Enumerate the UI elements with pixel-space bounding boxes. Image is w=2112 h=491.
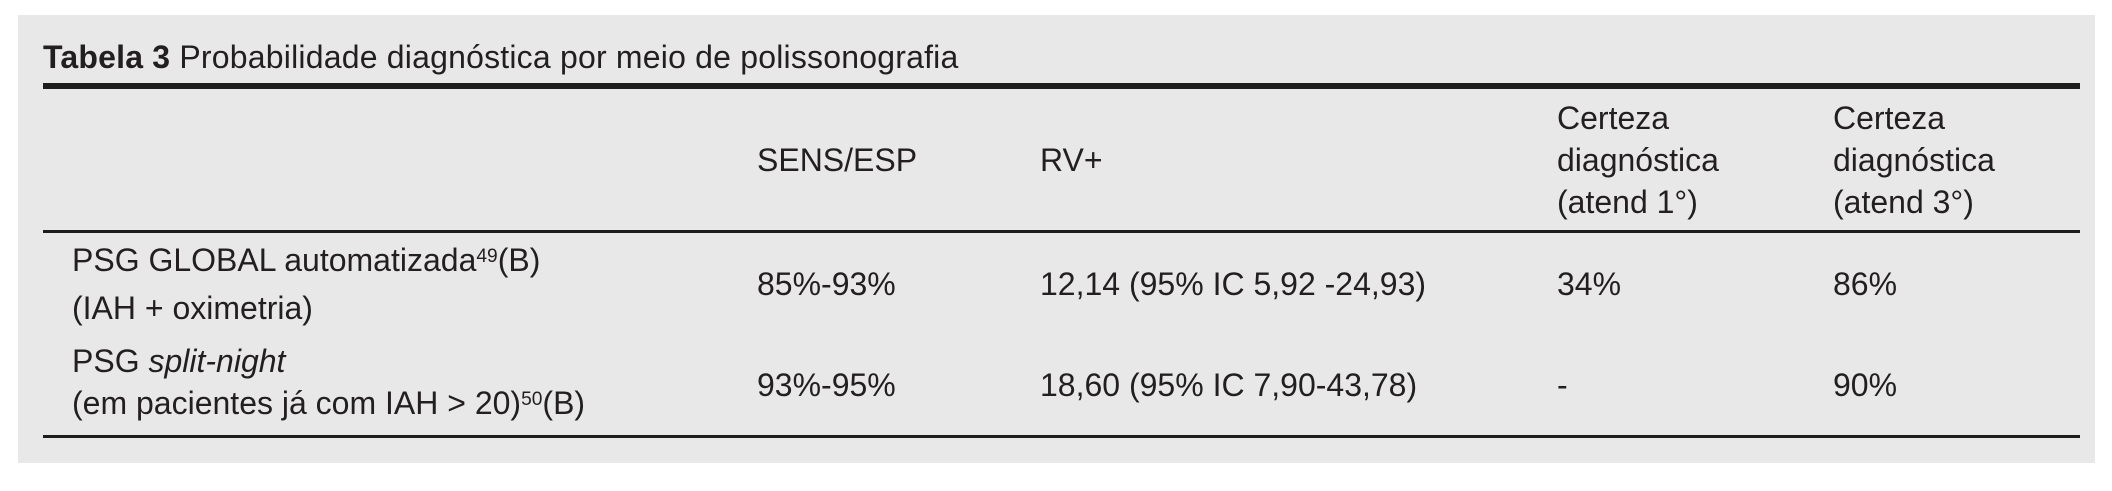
cell-certeza-atend-3: 90%	[1833, 367, 1898, 403]
table-header-row: SENS/ESP RV+ Certeza diagnóstica (atend …	[43, 89, 2080, 230]
rule-bottom	[43, 435, 2080, 438]
reference-superscript: 50	[521, 388, 543, 410]
method-detail: (em pacientes já com IAH > 20)	[72, 385, 522, 421]
method-name: PSG GLOBAL automatizada	[72, 242, 477, 278]
method-line-1: PSG GLOBAL automatizada49(B)	[72, 239, 757, 287]
method-line-1: PSG split-night	[72, 340, 757, 382]
cell-rv-plus: 12,14 (95% IC 5,92 -24,93)	[1040, 266, 1427, 302]
table-caption: Tabela 3 Probabilidade diagnóstica por m…	[43, 15, 2080, 83]
method-name-italic: split-night	[148, 343, 286, 379]
table-row: PSG GLOBAL automatizada49(B) (IAH + oxim…	[43, 233, 2080, 335]
evidence-grade: (B)	[542, 385, 586, 421]
column-header-certeza-atend-3: Certeza diagnóstica (atend 3°)	[1833, 99, 1995, 220]
column-header-sens-esp: SENS/ESP	[757, 141, 918, 178]
rule-top	[43, 83, 2080, 89]
reference-superscript: 49	[476, 245, 498, 267]
table-content: Tabela 3 Probabilidade diagnóstica por m…	[43, 15, 2080, 463]
cell-certeza-atend-1: 34%	[1557, 266, 1622, 302]
cell-sens-esp: 93%-95%	[757, 367, 896, 403]
column-header-rv-plus: RV+	[1040, 141, 1103, 178]
cell-certeza-atend-1: -	[1557, 367, 1568, 403]
cell-method: PSG GLOBAL automatizada49(B) (IAH + oxim…	[43, 239, 757, 329]
cell-method: PSG split-night (em pacientes já com IAH…	[43, 340, 757, 430]
cell-rv-plus: 18,60 (95% IC 7,90-43,78)	[1040, 367, 1418, 403]
method-line-2: (IAH + oximetria)	[72, 290, 313, 326]
table-row: PSG split-night (em pacientes já com IAH…	[43, 335, 2080, 435]
table-number-label: Tabela 3	[43, 39, 171, 75]
evidence-grade: (B)	[497, 242, 541, 278]
rule-header-bottom	[43, 230, 2080, 233]
column-header-certeza-atend-1: Certeza diagnóstica (atend 1°)	[1557, 99, 1719, 220]
table-caption-text: Probabilidade diagnóstica por meio de po…	[179, 39, 959, 75]
table-panel: Tabela 3 Probabilidade diagnóstica por m…	[18, 15, 2095, 463]
cell-certeza-atend-3: 86%	[1833, 266, 1898, 302]
method-name: PSG	[72, 343, 149, 379]
method-line-2: (em pacientes já com IAH > 20)50(B)	[72, 382, 757, 430]
panel-bottom-padding	[43, 438, 2080, 463]
cell-sens-esp: 85%-93%	[757, 266, 896, 302]
